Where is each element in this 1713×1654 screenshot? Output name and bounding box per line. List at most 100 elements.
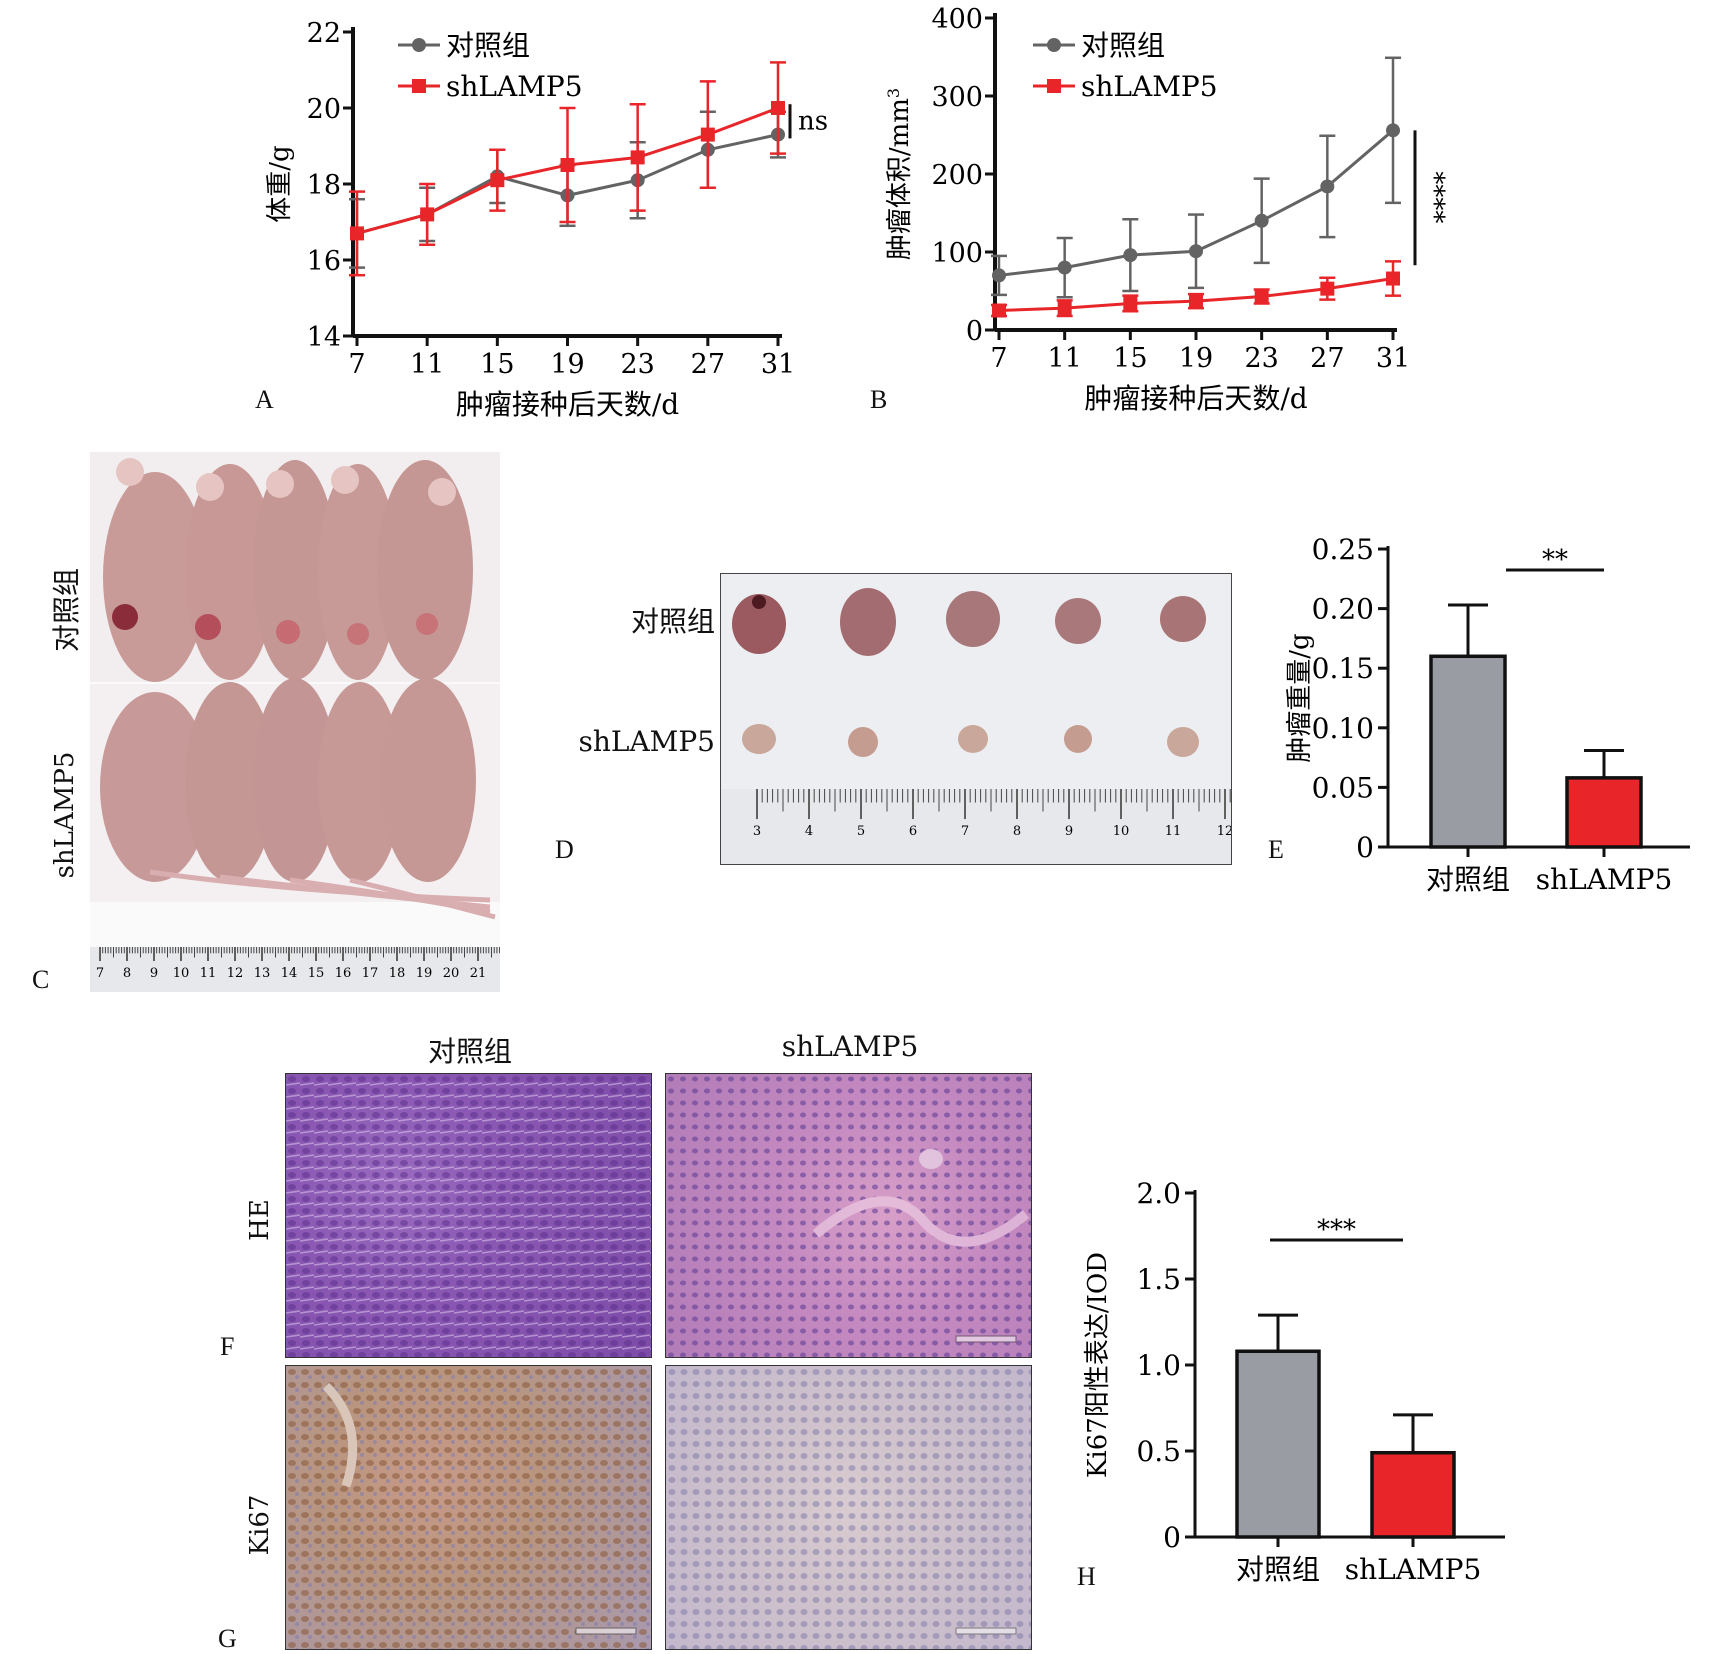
ruler-label: 9 — [1065, 824, 1073, 839]
ruler-label: 16 — [335, 966, 352, 981]
mice-photo: 7 8 9 10 11 12 13 14 15 16 17 18 19 20 21 — [90, 452, 500, 992]
legend-marker — [1047, 79, 1061, 93]
ruler-label: 21 — [470, 966, 487, 981]
x-axis-label: 肿瘤接种后天数/d — [456, 388, 679, 420]
ruler-label: 8 — [123, 966, 131, 981]
significance-label: **** — [1419, 171, 1449, 223]
ruler-label: 20 — [443, 966, 460, 981]
legend-marker — [412, 79, 426, 93]
y-axis-label: Ki67阳性表达/IOD — [1083, 1252, 1113, 1478]
legend-label: shLAMP5 — [1081, 70, 1218, 103]
he-control-texture — [286, 1074, 651, 1357]
ki67-shlamp5-image — [665, 1365, 1032, 1650]
ruler-label: 10 — [1113, 824, 1130, 839]
y-tick-label: 22 — [307, 18, 341, 49]
panel-letter-f: F — [220, 1332, 235, 1361]
ruler-body — [721, 789, 1231, 864]
x-tick-label: shLAMP5 — [1536, 863, 1673, 896]
x-tick-label: 7 — [348, 349, 365, 380]
y-tick-label: 300 — [931, 82, 983, 113]
x-tick-label: 23 — [1244, 343, 1278, 374]
he-shlamp5-texture — [666, 1074, 1031, 1357]
y-axis-label: 肿瘤重量/g — [1285, 633, 1315, 762]
data-point — [1123, 296, 1138, 311]
panel-letter-d: D — [555, 835, 574, 864]
panel-letter-g: G — [218, 1624, 237, 1653]
legend-label: 对照组 — [446, 29, 530, 62]
histo-col-label-control: 对照组 — [427, 1035, 512, 1068]
x-tick-label: 11 — [1047, 343, 1081, 374]
data-point — [1057, 301, 1072, 316]
data-point — [630, 150, 645, 165]
panel-letter-b: B — [870, 385, 888, 414]
ruler-label: 3 — [753, 824, 761, 839]
data-point — [350, 226, 364, 241]
y-tick-label: 200 — [931, 160, 983, 191]
legend-marker — [412, 38, 426, 52]
data-point — [1254, 213, 1269, 228]
data-point — [1189, 294, 1203, 309]
he-shlamp5-image — [665, 1073, 1032, 1358]
ruler-label: 7 — [96, 966, 104, 981]
ruler-label: 8 — [1013, 824, 1021, 839]
data-point — [700, 127, 715, 142]
data-point — [560, 158, 575, 172]
ruler-label: 13 — [254, 966, 271, 981]
bar — [1235, 1349, 1321, 1539]
x-tick-label: 19 — [1179, 343, 1213, 374]
legend-label: shLAMP5 — [446, 70, 583, 103]
data-point — [771, 101, 785, 115]
y-tick-label: 400 — [931, 4, 983, 35]
ruler-label: 5 — [857, 824, 865, 839]
ruler-label: 4 — [805, 824, 813, 839]
y-axis-label: 肿瘤体积/mm3 — [884, 88, 916, 260]
data-point — [992, 268, 1006, 283]
data-point — [1320, 281, 1335, 296]
shlamp5-tumors — [742, 724, 1199, 757]
ruler-label: 19 — [416, 966, 433, 981]
chart-h-ki67: 0 0.5 1.0 1.5 2.0 Ki67阳性表达/IOD 对照组 shLAMP5 *** — [1083, 1177, 1505, 1586]
y-tick-label: 14 — [307, 322, 341, 353]
x-tick-label: shLAMP5 — [1345, 1553, 1482, 1586]
chart-b-tumor-volume: 0 100 200 300 400 7 11 15 19 23 27 31 肿瘤接种后天数/d 肿瘤体积/… — [884, 4, 1450, 415]
data-point — [1189, 244, 1203, 259]
y-tick-label: 0 — [1356, 831, 1374, 864]
ruler-label: 10 — [173, 966, 190, 981]
chart-a-body-weight: 14 16 18 20 22 7 11 15 19 23 27 31 肿瘤接种后天数/d 体重/g 对照组 s… — [265, 18, 828, 420]
ruler-label: 12 — [1217, 824, 1231, 839]
ruler-label: 14 — [281, 966, 298, 981]
chart-e-tumor-weight: 0 0.05 0.10 0.15 0.20 0.25 肿瘤重量/g 对照组 shLAMP5 ** — [1285, 533, 1690, 896]
y-tick-label: 0.15 — [1312, 652, 1374, 685]
y-tick-label: 0 — [966, 316, 983, 347]
bar — [1429, 654, 1507, 849]
data-point — [1320, 179, 1335, 194]
ki67-control-texture — [286, 1366, 651, 1649]
data-point — [420, 207, 435, 222]
panel-letter-a: A — [255, 385, 274, 414]
x-tick-label: 27 — [1310, 343, 1344, 374]
ruler-label: 15 — [308, 966, 325, 981]
data-point — [1386, 271, 1400, 286]
ruler-label: 12 — [227, 966, 244, 981]
x-tick-label: 对照组 — [1426, 863, 1510, 896]
photo-c-label-shlamp5: shLAMP5 — [50, 751, 80, 879]
ruler-label: 9 — [150, 966, 158, 981]
data-point — [1254, 289, 1269, 304]
photo-d-label-control: 对照组 — [630, 605, 715, 638]
photo-d-label-shlamp5: shLAMP5 — [578, 725, 715, 758]
y-tick-label: 1.0 — [1136, 1349, 1181, 1382]
photo-c-label-control: 对照组 — [50, 568, 83, 653]
y-axis-label: 体重/g — [265, 145, 295, 222]
x-tick-label: 31 — [761, 349, 795, 380]
control-mice-row — [90, 452, 500, 682]
x-tick-label: 7 — [990, 343, 1007, 374]
legend-label: 对照组 — [1081, 29, 1165, 62]
y-tick-label: 0.25 — [1312, 533, 1374, 566]
control-tumors — [732, 588, 1206, 656]
y-tick-label: 0.20 — [1312, 593, 1374, 626]
tumor-photo: 3 4 5 6 7 8 9 10 11 12 — [720, 573, 1232, 865]
x-axis-label: 肿瘤接种后天数/d — [1084, 382, 1307, 415]
panel-letter-c: C — [32, 965, 50, 994]
y-tick-label: 16 — [307, 246, 341, 277]
ruler-label: 18 — [389, 966, 406, 981]
